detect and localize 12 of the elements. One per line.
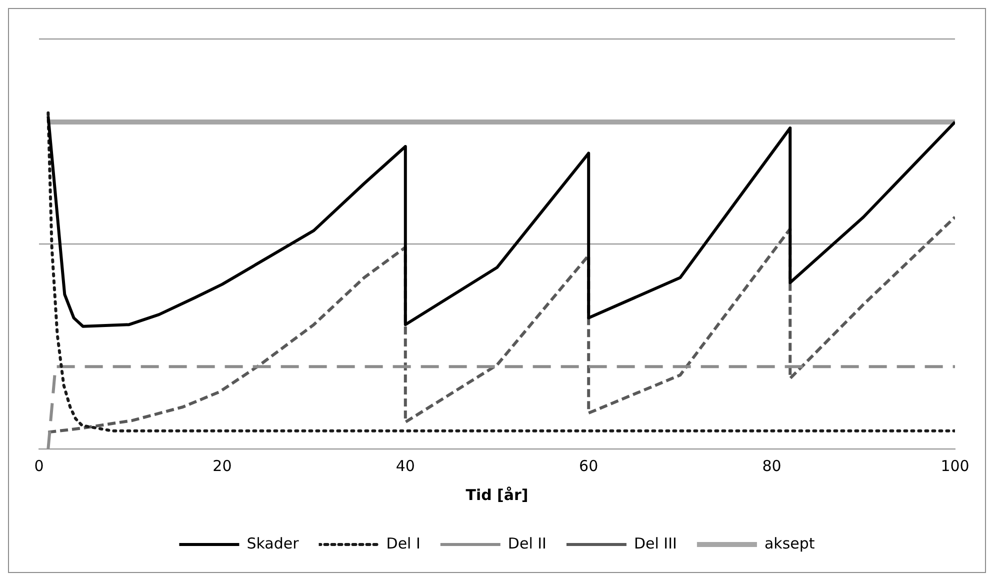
x-tick-label: 0 [34,456,44,475]
legend-label: aksept [764,534,815,552]
x-tick-label: 40 [396,456,415,475]
x-tick-label: 80 [762,456,782,475]
legend-label: Del I [386,534,420,552]
x-tick-label: 20 [212,456,232,475]
x-axis-title: Tid [år] [466,486,528,504]
x-tick-label: 100 [940,456,970,475]
legend-label: Del II [508,534,546,552]
legend-label: Skader [246,534,300,552]
legend-label: Del III [634,534,677,552]
x-tick-label: 60 [579,456,598,475]
